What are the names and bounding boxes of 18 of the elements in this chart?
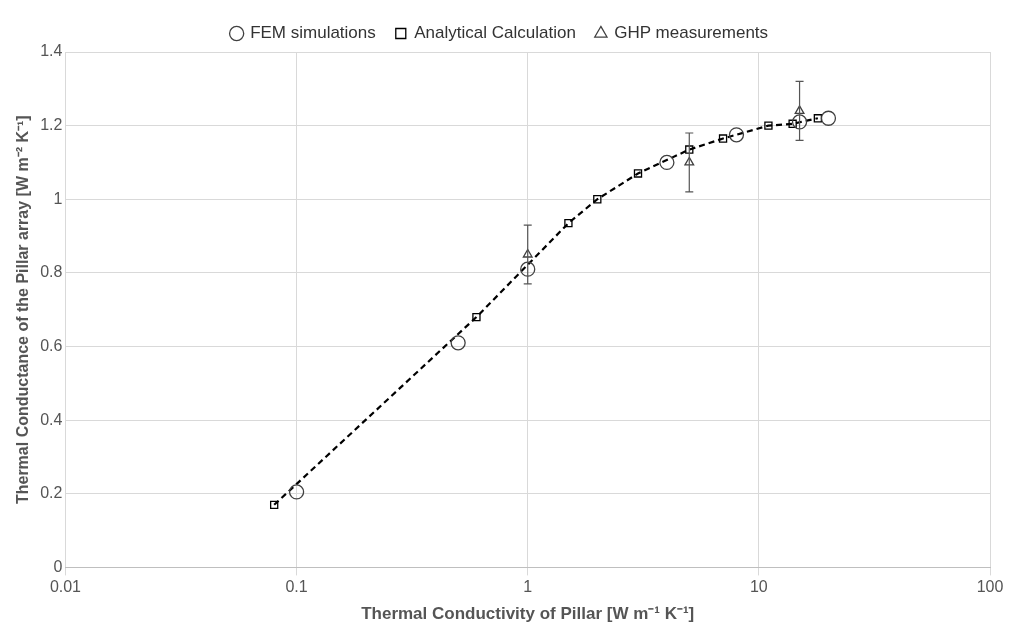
x-tick-label: 100 <box>976 578 1004 596</box>
x-tick-label: 0.01 <box>49 578 82 596</box>
y-axis-title: Thermal Conductance of the Pillar array [W m⁻² K⁻¹] <box>14 115 32 505</box>
y-tick-label: 0.2 <box>40 484 63 502</box>
y-tick-label: 1 <box>53 189 63 207</box>
legend-label: FEM simulations <box>250 23 376 43</box>
y-tick-label: 0.4 <box>40 410 63 428</box>
y-tick-label: 0.8 <box>40 263 63 281</box>
y-tick-label: 0.6 <box>40 336 63 354</box>
legend-label: Analytical Calculation <box>414 23 576 43</box>
y-tick-label: 1.4 <box>40 42 63 60</box>
x-tick-label: 0.1 <box>285 578 308 596</box>
x-axis-title: Thermal Conductivity of Pillar [W m⁻¹ K⁻¹] <box>361 604 695 624</box>
x-tick-label: 10 <box>749 578 768 596</box>
x-tick-label: 1 <box>523 578 533 596</box>
legend-label: GHP measurements <box>614 23 769 43</box>
y-tick-label: 1.2 <box>40 116 63 134</box>
y-tick-label: 0 <box>53 557 63 575</box>
